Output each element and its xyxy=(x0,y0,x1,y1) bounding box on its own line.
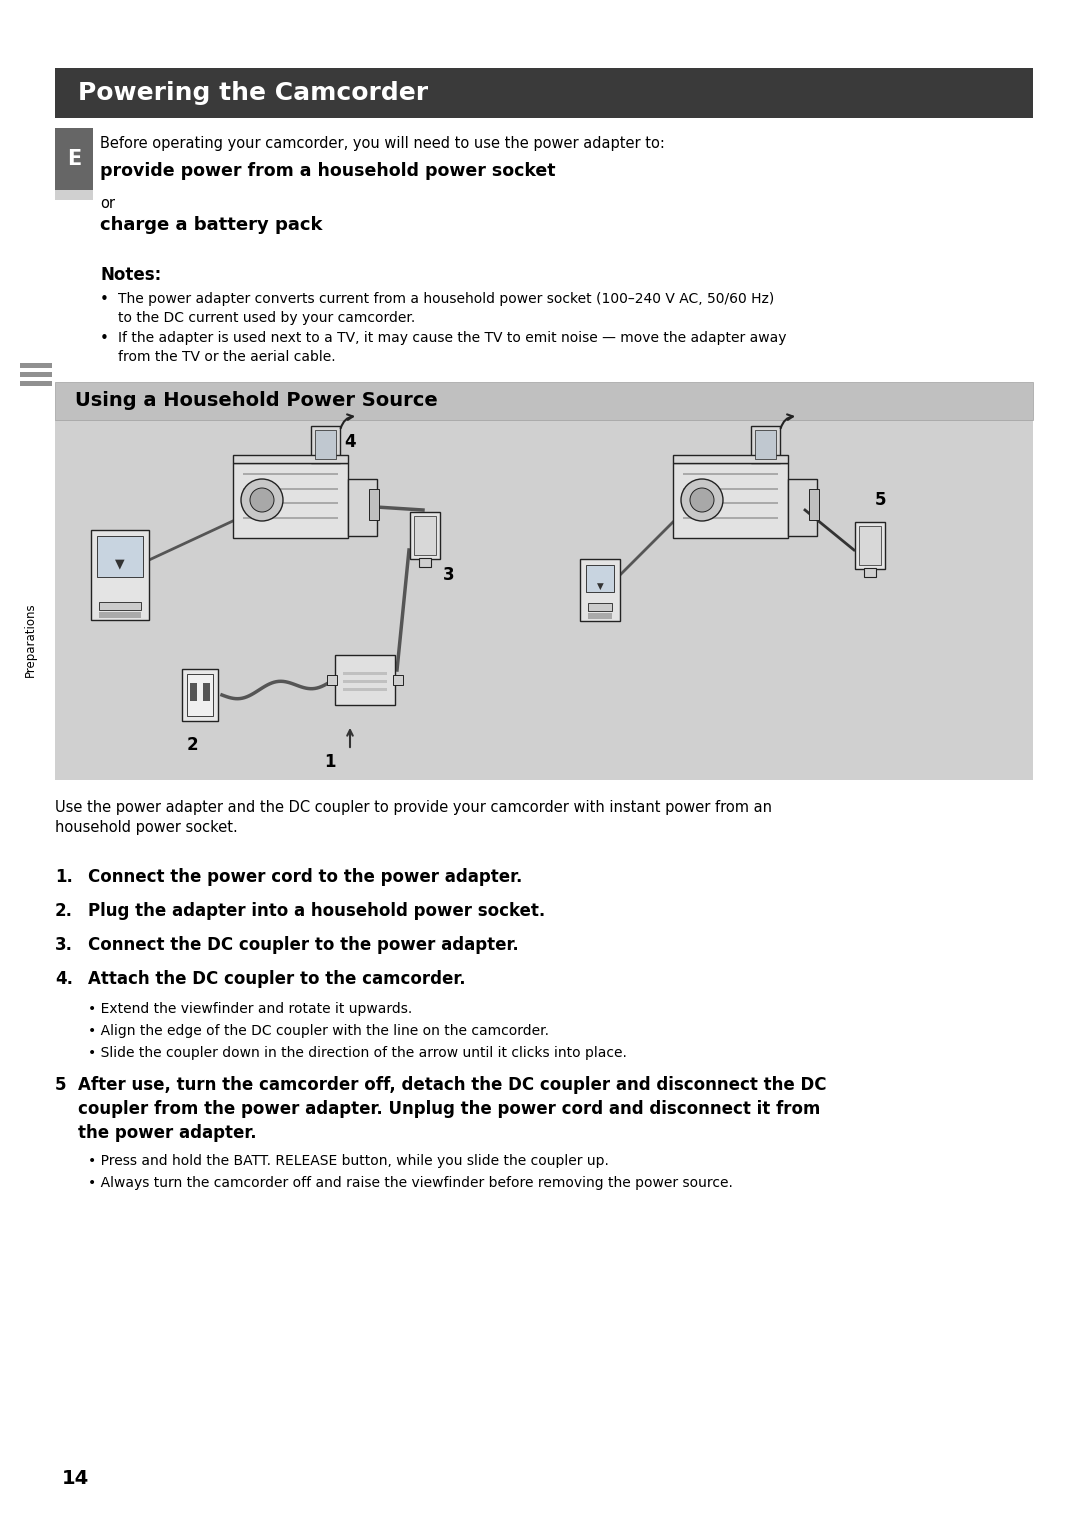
Text: 14: 14 xyxy=(62,1468,90,1488)
Text: charge a battery pack: charge a battery pack xyxy=(100,217,323,233)
Text: • Slide the coupler down in the direction of the arrow until it clicks into plac: • Slide the coupler down in the directio… xyxy=(87,1045,626,1061)
Text: coupler from the power adapter. Unplug the power cord and disconnect it from: coupler from the power adapter. Unplug t… xyxy=(78,1100,821,1119)
Circle shape xyxy=(690,488,714,513)
Text: provide power from a household power socket: provide power from a household power soc… xyxy=(100,162,555,180)
Bar xyxy=(315,430,336,459)
Bar xyxy=(99,612,141,618)
Bar xyxy=(410,513,440,559)
Bar xyxy=(343,681,387,684)
Bar xyxy=(97,536,143,577)
Bar xyxy=(755,430,777,459)
Bar xyxy=(809,488,819,520)
Bar xyxy=(55,128,93,191)
Bar xyxy=(673,462,788,539)
Text: Using a Household Power Source: Using a Household Power Source xyxy=(75,392,437,410)
Bar xyxy=(91,530,149,620)
Bar xyxy=(55,69,1032,118)
Text: •: • xyxy=(100,291,109,307)
Bar xyxy=(586,565,615,592)
Text: If the adapter is used next to a TV, it may cause the TV to emit noise — move th: If the adapter is used next to a TV, it … xyxy=(118,331,786,345)
Text: •: • xyxy=(100,331,109,346)
Bar xyxy=(588,613,612,620)
Bar xyxy=(190,684,197,700)
Bar xyxy=(393,674,403,685)
Text: ▼: ▼ xyxy=(116,557,125,571)
Bar xyxy=(414,516,436,555)
Text: the power adapter.: the power adapter. xyxy=(78,1125,257,1141)
Bar xyxy=(21,372,52,377)
Bar xyxy=(859,526,881,565)
Bar xyxy=(335,655,395,705)
Text: 5: 5 xyxy=(874,491,886,510)
Bar xyxy=(683,502,778,505)
Bar xyxy=(751,426,780,462)
Bar xyxy=(580,559,620,621)
Bar xyxy=(55,382,1032,420)
Bar xyxy=(243,502,338,505)
Text: • Align the edge of the DC coupler with the line on the camcorder.: • Align the edge of the DC coupler with … xyxy=(87,1024,549,1038)
Bar xyxy=(203,684,210,700)
Bar xyxy=(243,473,338,475)
Bar xyxy=(233,462,348,539)
Text: After use, turn the camcorder off, detach the DC coupler and disconnect the DC: After use, turn the camcorder off, detac… xyxy=(78,1076,826,1094)
Text: • Always turn the camcorder off and raise the viewfinder before removing the pow: • Always turn the camcorder off and rais… xyxy=(87,1177,733,1190)
Bar xyxy=(183,668,218,720)
Text: Attach the DC coupler to the camcorder.: Attach the DC coupler to the camcorder. xyxy=(87,971,465,987)
Bar xyxy=(99,601,141,610)
Bar xyxy=(343,688,387,691)
Text: Preparations: Preparations xyxy=(24,603,37,678)
Bar xyxy=(788,479,816,536)
Text: household power socket.: household power socket. xyxy=(55,819,238,835)
Text: 1.: 1. xyxy=(55,868,72,887)
Text: Notes:: Notes: xyxy=(100,266,161,284)
Text: 5: 5 xyxy=(55,1076,67,1094)
Bar xyxy=(21,363,52,368)
Text: 4.: 4. xyxy=(55,971,73,987)
Bar xyxy=(673,455,788,462)
Text: from the TV or the aerial cable.: from the TV or the aerial cable. xyxy=(118,349,336,365)
Text: 2: 2 xyxy=(186,736,198,754)
Bar xyxy=(369,488,379,520)
Text: Connect the DC coupler to the power adapter.: Connect the DC coupler to the power adap… xyxy=(87,935,518,954)
Text: Powering the Camcorder: Powering the Camcorder xyxy=(78,81,428,105)
Text: Use the power adapter and the DC coupler to provide your camcorder with instant : Use the power adapter and the DC coupler… xyxy=(55,800,772,815)
Text: to the DC current used by your camcorder.: to the DC current used by your camcorder… xyxy=(118,311,415,325)
Bar xyxy=(233,455,348,462)
Bar xyxy=(21,382,52,386)
Bar xyxy=(419,559,431,568)
Bar xyxy=(683,473,778,475)
Bar xyxy=(343,671,387,674)
Text: 4: 4 xyxy=(345,433,355,452)
Bar xyxy=(55,128,93,200)
Bar xyxy=(187,674,213,716)
Bar xyxy=(588,603,612,610)
Circle shape xyxy=(241,479,283,520)
Text: 1: 1 xyxy=(324,752,336,771)
Bar xyxy=(683,517,778,519)
Text: • Extend the viewfinder and rotate it upwards.: • Extend the viewfinder and rotate it up… xyxy=(87,1003,413,1016)
Bar xyxy=(55,128,93,191)
Bar xyxy=(243,517,338,519)
Text: Connect the power cord to the power adapter.: Connect the power cord to the power adap… xyxy=(87,868,523,887)
Bar xyxy=(855,522,885,569)
Text: 2.: 2. xyxy=(55,902,73,920)
Text: 3.: 3. xyxy=(55,935,73,954)
Text: or: or xyxy=(100,195,114,211)
Bar xyxy=(327,674,337,685)
Bar xyxy=(311,426,340,462)
Bar xyxy=(348,479,377,536)
Text: ▼: ▼ xyxy=(596,581,604,591)
Bar xyxy=(683,488,778,490)
Text: The power adapter converts current from a household power socket (100–240 V AC, : The power adapter converts current from … xyxy=(118,291,774,307)
Text: 3: 3 xyxy=(443,566,455,584)
Text: • Press and hold the BATT. RELEASE button, while you slide the coupler up.: • Press and hold the BATT. RELEASE butto… xyxy=(87,1154,609,1167)
Circle shape xyxy=(681,479,723,520)
Text: Before operating your camcorder, you will need to use the power adapter to:: Before operating your camcorder, you wil… xyxy=(100,136,665,151)
Text: Plug the adapter into a household power socket.: Plug the adapter into a household power … xyxy=(87,902,545,920)
Circle shape xyxy=(249,488,274,513)
Bar xyxy=(55,420,1032,780)
Bar xyxy=(243,488,338,490)
Text: E: E xyxy=(67,150,81,169)
Bar xyxy=(864,568,876,577)
